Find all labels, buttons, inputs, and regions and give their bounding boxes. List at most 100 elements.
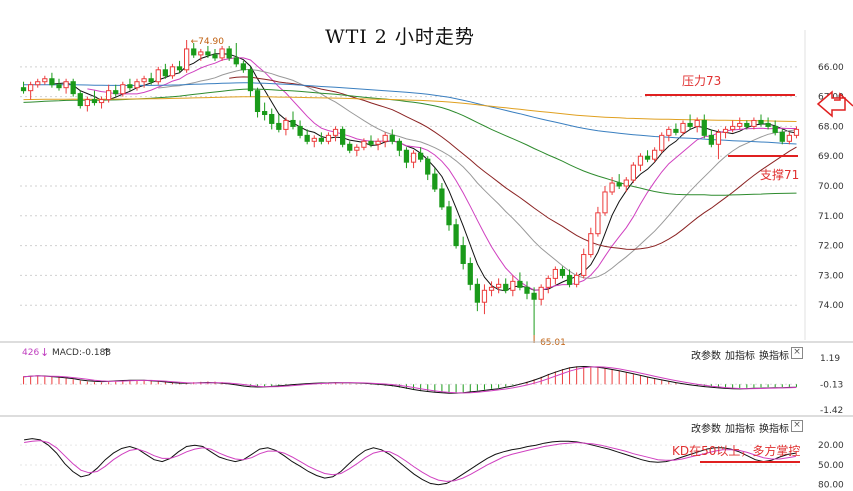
arrow-up-icon: ↑ (102, 346, 112, 359)
kd-d-line (24, 440, 796, 482)
kd-change-params-button[interactable]: 改参数 (691, 424, 721, 435)
candle-body (758, 119, 764, 124)
candle-body (666, 128, 672, 136)
candle-body (162, 69, 168, 77)
candle-body (623, 179, 629, 187)
candle-body (191, 48, 197, 56)
candle-body (410, 152, 417, 163)
kd-k-line (24, 438, 796, 486)
candle-body (559, 268, 566, 276)
candle-body (240, 63, 246, 71)
macd-indicator-value: 426 (22, 348, 40, 358)
candle-body (609, 182, 615, 193)
candle-body (496, 283, 502, 288)
ma5-line (51, 53, 797, 292)
candle-body (425, 158, 431, 175)
candle-body (474, 283, 480, 303)
candle-body (659, 134, 665, 151)
macd-dif-line (23, 365, 797, 394)
macd-add-indicator-button[interactable]: 加指标 (725, 351, 755, 362)
candle-body (616, 182, 622, 187)
kd-close-icon[interactable]: × (791, 420, 803, 432)
candle-body (680, 122, 686, 133)
candle-body (545, 277, 551, 288)
candle-body (524, 286, 530, 294)
candle-body (432, 173, 438, 190)
candle-body (262, 111, 268, 115)
macd-y-tick-label: -1.42 (820, 406, 843, 416)
candle-body (283, 119, 289, 130)
macd-label: MACD:-0.188 (52, 348, 112, 358)
candle-body (595, 212, 601, 235)
candle-body (184, 48, 190, 71)
candle-body (361, 140, 367, 148)
candle-body (531, 292, 537, 300)
candle-body (20, 87, 27, 92)
candle-body (269, 113, 275, 124)
candle-body (226, 48, 232, 59)
candle-body (510, 280, 516, 291)
candle-body (715, 131, 722, 145)
candle-body (602, 191, 608, 214)
candle-body (120, 84, 126, 95)
candle-body (751, 119, 757, 127)
candle-body (481, 289, 488, 303)
candle-body (169, 66, 176, 77)
candle-body (84, 99, 90, 107)
candle-body (566, 274, 573, 285)
ma10-line (87, 57, 797, 291)
macd-switch-indicator-button[interactable]: 换指标 (759, 351, 789, 362)
candle-body (722, 128, 729, 133)
candle-body (106, 90, 112, 101)
chart-title: WTI 2 小时走势 (325, 26, 475, 48)
candle-body (694, 119, 700, 127)
candle-body (396, 140, 402, 151)
left-arrow-icon (816, 90, 846, 118)
candle-body (254, 90, 261, 113)
ma250-line (23, 96, 797, 122)
y-tick-label: 70.00 (818, 182, 844, 192)
candle-body (233, 57, 239, 65)
candle-body (98, 99, 105, 104)
y-tick-label: 74.00 (818, 301, 844, 311)
macd-close-icon[interactable]: × (791, 347, 803, 359)
kd-add-indicator-button[interactable]: 加指标 (725, 424, 755, 435)
y-tick-label: 66.00 (818, 63, 844, 73)
candle-body (141, 78, 147, 83)
candle-body (91, 99, 98, 104)
candle-body (687, 122, 693, 127)
candle-body (42, 78, 48, 83)
kd-y-tick-label: 50.00 (818, 461, 844, 471)
candle-body (148, 78, 154, 83)
candle-body (467, 262, 473, 285)
candle-body (219, 48, 225, 59)
candle-body (198, 51, 204, 56)
candle-body (737, 122, 743, 127)
candle-body (127, 84, 133, 89)
candle-body (134, 81, 140, 89)
candle-body (205, 51, 211, 56)
candle-body (28, 84, 34, 92)
kd-y-tick-label: 20.00 (818, 441, 844, 451)
candle-body (318, 137, 324, 142)
macd-dea-line (23, 366, 797, 394)
candle-body (63, 81, 69, 89)
candle-body (290, 119, 296, 127)
candle-body (347, 143, 353, 151)
candle-body (49, 78, 55, 86)
candle-body (581, 254, 587, 276)
candle-body (56, 84, 62, 89)
candle-body (772, 125, 778, 133)
ma30-line (229, 76, 797, 250)
candle-body (574, 274, 580, 285)
candle-body (446, 206, 452, 226)
candle-body (517, 280, 523, 288)
ma60-line (23, 88, 797, 196)
kd-y-tick-label: 80.00 (818, 481, 844, 491)
candle-body (325, 134, 332, 142)
candle-body (332, 128, 339, 136)
kd-switch-indicator-button[interactable]: 换指标 (759, 424, 789, 435)
macd-change-params-button[interactable]: 改参数 (691, 351, 721, 362)
candle-body (77, 93, 83, 107)
